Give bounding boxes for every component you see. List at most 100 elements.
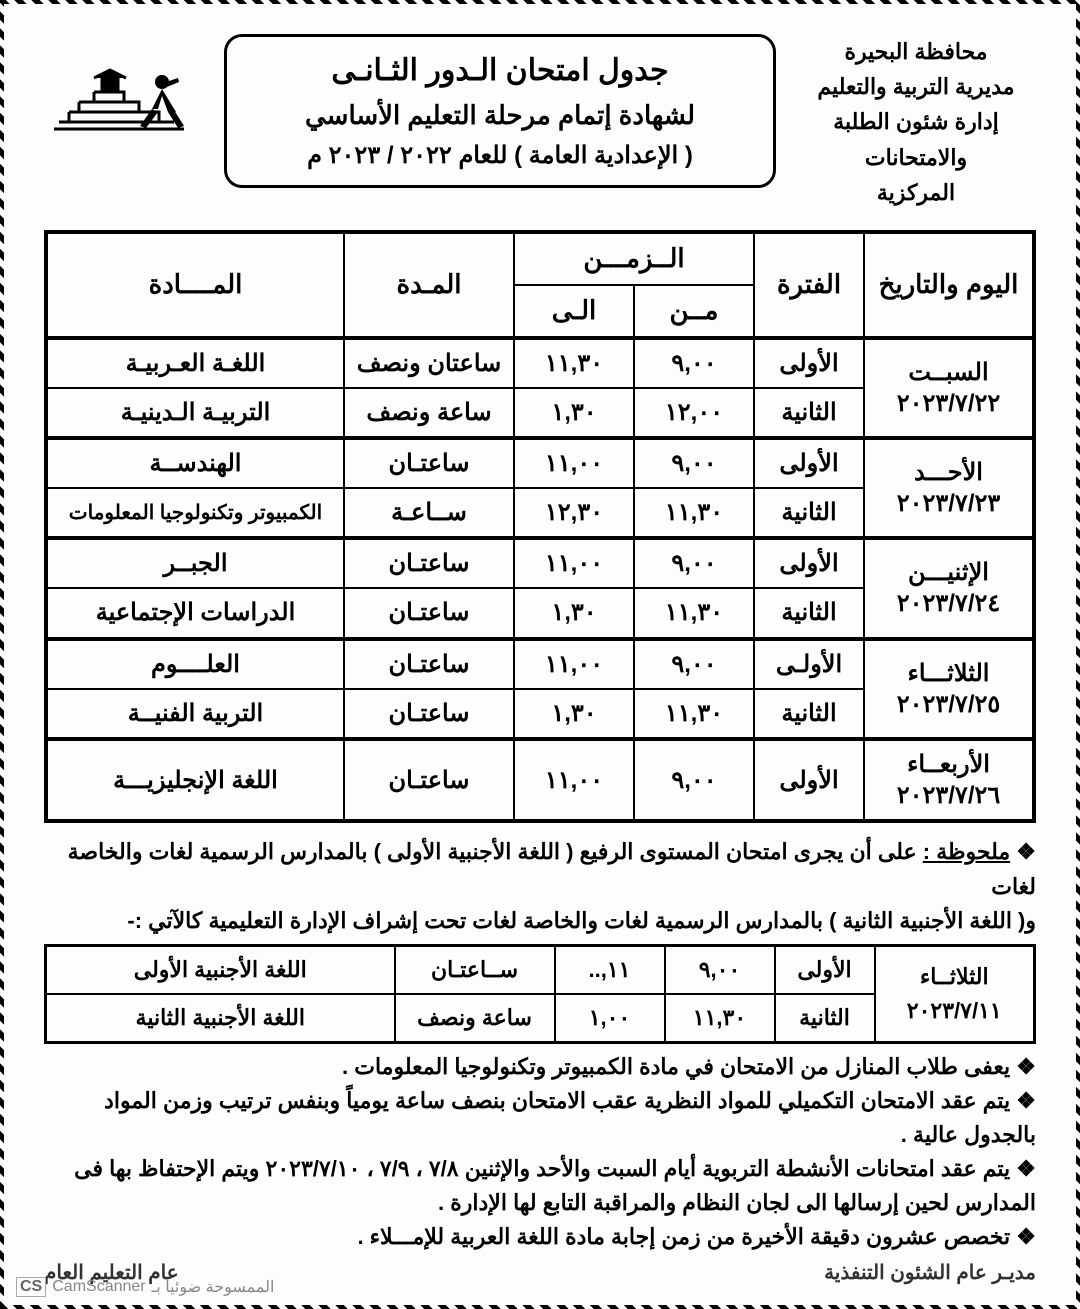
cell-period: الأولى — [754, 438, 864, 488]
title-line: لشهادة إتمام مرحلة التعليم الأساسي — [251, 95, 749, 137]
cell-day: الإثنيـــن ٢٠٢٣/٧/٢٤ — [864, 538, 1034, 638]
col-time: الــزمـــن — [514, 232, 754, 285]
cell-to: ١١,٠٠ — [514, 438, 634, 488]
col-subject: المــــادة — [46, 232, 344, 338]
document-page: محافظة البحيرة مديرية التربية والتعليم إ… — [0, 0, 1080, 1309]
day-date: ٢٠٢٣/٧/٢٥ — [871, 689, 1026, 720]
cell-dur: ساعة ونصف — [395, 994, 555, 1043]
cell-from: ٩,٠٠ — [634, 739, 754, 821]
cell-day: السبــت ٢٠٢٣/٧/٢٢ — [864, 338, 1034, 438]
cell-subj: التربية الفنيــة — [46, 689, 344, 739]
note-line: و( اللغة الأجنبية الثانية ) بالمدارس الر… — [44, 904, 1036, 938]
cell-from: ١١,٣٠ — [634, 689, 754, 739]
cell-from: ٩,٠٠ — [665, 945, 775, 994]
note-bullet: يتم عقد الامتحان التكميلي للمواد النظرية… — [44, 1084, 1036, 1152]
scanner-watermark: CS CamScanner الممسوحة ضوئيا بـ — [16, 1277, 274, 1297]
cell-subj: التربيـة الـدينيـة — [46, 388, 344, 438]
cell-subj: العلــــوم — [46, 639, 344, 689]
cell-subj: الدراسات الإجتماعية — [46, 588, 344, 638]
cell-from: ٩,٠٠ — [634, 338, 754, 388]
cell-to: ١١,.. — [555, 945, 665, 994]
cell-day: الثلاثــاء ٢٠٢٣/٧/١١ — [875, 945, 1035, 1042]
cell-subj: الكمبيوتر وتكنولوجيا المعلومات — [46, 488, 344, 538]
logo-icon — [44, 34, 204, 149]
cell-to: ١٢,٣٠ — [514, 488, 634, 538]
authority-line: محافظة البحيرة — [796, 34, 1036, 69]
note-text: على أن يجرى امتحان المستوى الرفيع ( اللغ… — [68, 839, 1036, 898]
cell-dur: ساعتـان — [344, 538, 514, 588]
scanner-ar: الممسوحة ضوئيا بـ — [152, 1277, 275, 1297]
cell-subj: اللغة الأجنبية الأولى — [46, 945, 395, 994]
cell-subj: الهندســة — [46, 438, 344, 488]
cell-period: الأولـى — [754, 639, 864, 689]
day-date: ٢٠٢٣/٧/٢٣ — [871, 488, 1026, 519]
cell-period: الثانية — [754, 689, 864, 739]
note-bullet: يتم عقد امتحانات الأنشطة التربوية أيام ا… — [44, 1152, 1036, 1220]
cell-period: الأولى — [754, 739, 864, 821]
table-row: الأحـــد ٢٠٢٣/٧/٢٣ الأولى ٩,٠٠ ١١,٠٠ ساع… — [46, 438, 1034, 488]
sig-right: مديـر عام الشئون التنفذية — [824, 1260, 1036, 1285]
cell-period: الأولى — [754, 538, 864, 588]
note-label: ملحوظة : — [923, 839, 1010, 864]
cell-period: الثانية — [775, 994, 875, 1043]
cell-period: الثانية — [754, 488, 864, 538]
cell-from: ١٢,٠٠ — [634, 388, 754, 438]
cs-icon: CS — [16, 1277, 46, 1297]
note-bullet: يعفى طلاب المنازل من الامتحان في مادة ال… — [44, 1050, 1036, 1084]
cell-subj: اللغـة العـربيـة — [46, 338, 344, 388]
cell-subj: اللغة الإنجليزيـــة — [46, 739, 344, 821]
col-from: مــن — [634, 285, 754, 338]
cell-to: ١,٣٠ — [514, 588, 634, 638]
col-day: اليوم والتاريخ — [864, 232, 1034, 338]
cell-dur: ساعة ونصف — [344, 388, 514, 438]
day-name: الأربعــاء — [871, 749, 1026, 780]
day-date: ٢٠٢٣/٧/٢٢ — [871, 388, 1026, 419]
cell-dur: ساعتـان — [344, 739, 514, 821]
cell-from: ٩,٠٠ — [634, 538, 754, 588]
day-name: الثلاثــاء — [882, 960, 1028, 994]
header-row: محافظة البحيرة مديرية التربية والتعليم إ… — [44, 34, 1036, 210]
col-to: الـى — [514, 285, 634, 338]
cell-dur: ساعتـان — [344, 639, 514, 689]
cell-to: ١١,٠٠ — [514, 639, 634, 689]
cell-dur: ســاعتـان — [395, 945, 555, 994]
note-line: ملحوظة : على أن يجرى امتحان المستوى الرف… — [44, 835, 1036, 903]
cell-from: ١١,٣٠ — [634, 588, 754, 638]
note-bullet: تخصص عشرون دقيقة الأخيرة من زمن إجابة ما… — [44, 1220, 1036, 1254]
cell-dur: ساعتـان — [344, 588, 514, 638]
cell-period: الأولى — [775, 945, 875, 994]
cell-to: ١,٣٠ — [514, 388, 634, 438]
cell-period: الثانية — [754, 388, 864, 438]
scanner-label: CamScanner — [52, 1278, 145, 1296]
table-row: الإثنيـــن ٢٠٢٣/٧/٢٤ الأولى ٩,٠٠ ١١,٠٠ س… — [46, 538, 1034, 588]
cell-from: ١١,٣٠ — [665, 994, 775, 1043]
cell-period: الثانية — [754, 588, 864, 638]
table-row: الأربعــاء ٢٠٢٣/٧/٢٦ الأولى ٩,٠٠ ١١,٠٠ س… — [46, 739, 1034, 821]
day-name: الأحـــد — [871, 457, 1026, 488]
table-row: السبــت ٢٠٢٣/٧/٢٢ الأولى ٩,٠٠ ١١,٣٠ ساعت… — [46, 338, 1034, 388]
cell-from: ١١,٣٠ — [634, 488, 754, 538]
cell-dur: ســاعـة — [344, 488, 514, 538]
cell-dur: ساعتان ونصف — [344, 338, 514, 388]
day-date: ٢٠٢٣/٧/١١ — [882, 994, 1028, 1028]
day-date: ٢٠٢٣/٧/٢٤ — [871, 588, 1026, 619]
day-name: الثلاثـــاء — [871, 658, 1026, 689]
cell-to: ١,٣٠ — [514, 689, 634, 739]
schedule-body: السبــت ٢٠٢٣/٧/٢٢ الأولى ٩,٠٠ ١١,٣٠ ساعت… — [46, 338, 1034, 822]
cell-subj: اللغة الأجنبية الثانية — [46, 994, 395, 1043]
title-box: جدول امتحان الـدور الثـانـى لشهادة إتمام… — [224, 34, 776, 188]
cell-dur: ساعتـان — [344, 438, 514, 488]
cell-from: ٩,٠٠ — [634, 639, 754, 689]
cell-to: ١١,٠٠ — [514, 739, 634, 821]
title-line: جدول امتحان الـدور الثـانـى — [251, 47, 749, 95]
table-row: الثلاثـــاء ٢٠٢٣/٧/٢٥ الأولـى ٩,٠٠ ١١,٠٠… — [46, 639, 1034, 689]
cell-to: ١١,٣٠ — [514, 338, 634, 388]
day-date: ٢٠٢٣/٧/٢٦ — [871, 780, 1026, 811]
notes-block: ملحوظة : على أن يجرى امتحان المستوى الرف… — [44, 835, 1036, 1254]
cell-day: الثلاثـــاء ٢٠٢٣/٧/٢٥ — [864, 639, 1034, 739]
cell-dur: ساعتـان — [344, 689, 514, 739]
cell-subj: الجبــر — [46, 538, 344, 588]
title-line: ( الإعدادية العامة ) للعام ٢٠٢٢ / ٢٠٢٣ م — [251, 137, 749, 175]
table-row: الثلاثــاء ٢٠٢٣/٧/١١ الأولى ٩,٠٠ ١١,.. س… — [46, 945, 1035, 994]
authority-block: محافظة البحيرة مديرية التربية والتعليم إ… — [796, 34, 1036, 210]
